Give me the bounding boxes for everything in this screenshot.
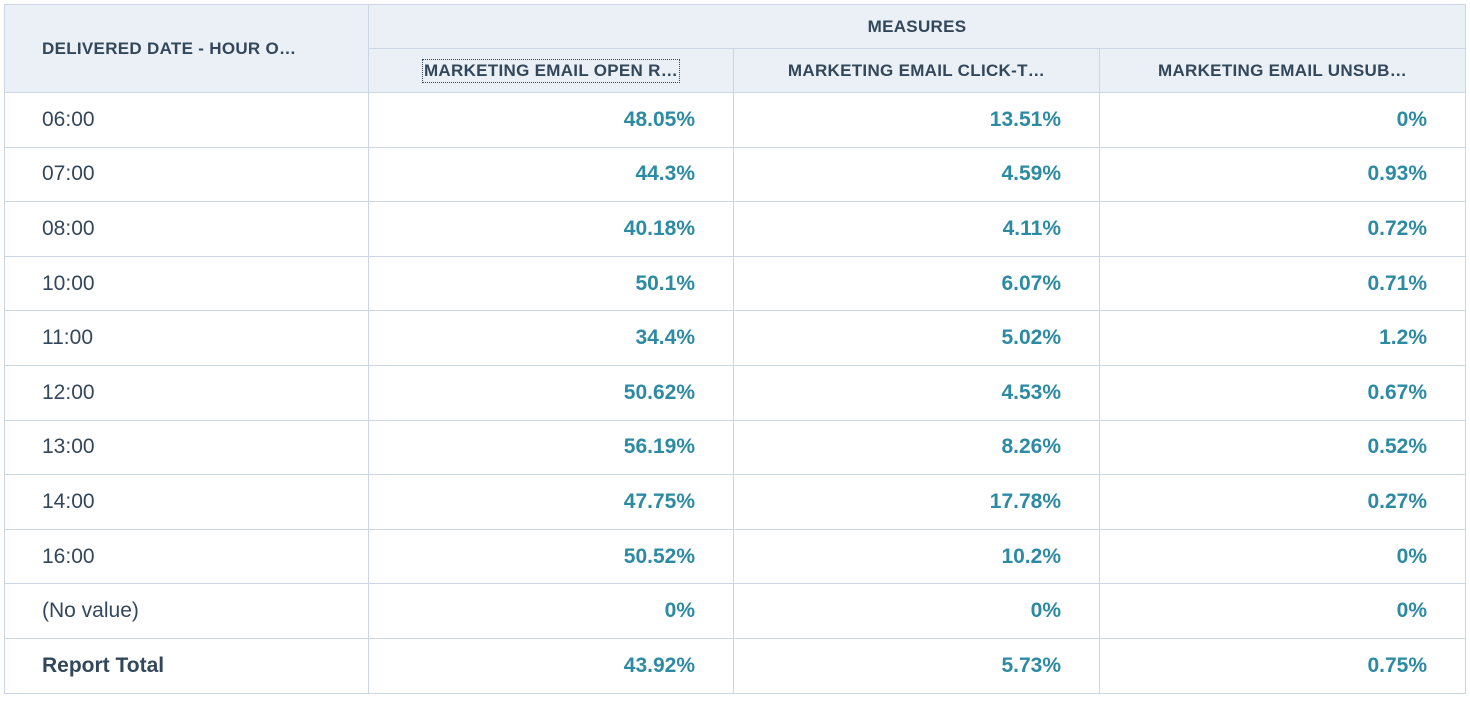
table-row: 13:00 56.19% 8.26% 0.52% — [4, 419, 1466, 476]
report-total-label: Report Total — [4, 637, 369, 694]
dimension-column-header[interactable]: DELIVERED DATE - HOUR O… — [4, 4, 369, 93]
unsubscribe-rate-value[interactable]: 0.72% — [1099, 201, 1466, 257]
row-label: 13:00 — [4, 419, 369, 476]
unsubscribe-rate-value[interactable]: 1.2% — [1099, 310, 1466, 366]
open-rate-value[interactable]: 50.52% — [368, 528, 734, 585]
unsubscribe-rate-value[interactable]: 0% — [1099, 528, 1466, 585]
click-through-rate-value[interactable]: 6.07% — [733, 255, 1100, 312]
unsubscribe-rate-value[interactable]: 0.27% — [1099, 474, 1466, 530]
row-label: 07:00 — [4, 146, 369, 203]
open-rate-value[interactable]: 50.62% — [368, 364, 734, 421]
open-rate-value[interactable]: 47.75% — [368, 474, 734, 530]
column-header-unsubscribe-rate[interactable]: MARKETING EMAIL UNSUB… — [1099, 48, 1466, 93]
total-open-rate-value[interactable]: 43.92% — [368, 637, 734, 694]
click-through-rate-value[interactable]: 17.78% — [733, 474, 1100, 530]
table-row: 08:00 40.18% 4.11% 0.72% — [4, 201, 1466, 257]
table-row: 10:00 50.1% 6.07% 0.71% — [4, 255, 1466, 312]
unsubscribe-rate-value[interactable]: 0.67% — [1099, 364, 1466, 421]
total-click-through-rate-value[interactable]: 5.73% — [733, 637, 1100, 694]
table-row: 12:00 50.62% 4.53% 0.67% — [4, 364, 1466, 421]
click-through-rate-value[interactable]: 4.11% — [733, 201, 1100, 257]
table-row: 07:00 44.3% 4.59% 0.93% — [4, 146, 1466, 203]
row-label: 06:00 — [4, 92, 369, 148]
header-row-measures: MARKETING EMAIL OPEN R… MARKETING EMAIL … — [5, 48, 1466, 93]
unsubscribe-rate-value[interactable]: 0.52% — [1099, 419, 1466, 476]
click-through-rate-value[interactable]: 10.2% — [733, 528, 1100, 585]
header-row-group: DELIVERED DATE - HOUR O… MEASURES — [4, 4, 1466, 93]
click-through-rate-value[interactable]: 4.59% — [733, 146, 1100, 203]
measures-group-header: MEASURES — [368, 4, 1466, 49]
open-rate-value[interactable]: 40.18% — [368, 201, 734, 257]
click-through-rate-value[interactable]: 4.53% — [733, 364, 1100, 421]
open-rate-value[interactable]: 48.05% — [368, 92, 734, 148]
report-table: DELIVERED DATE - HOUR O… MEASURES MARKET… — [4, 4, 1466, 694]
column-header-click-through-rate[interactable]: MARKETING EMAIL CLICK-T… — [733, 48, 1100, 93]
column-header-label: MARKETING EMAIL UNSUB… — [1157, 60, 1407, 80]
open-rate-value[interactable]: 56.19% — [368, 419, 734, 476]
click-through-rate-value[interactable]: 13.51% — [733, 92, 1100, 148]
row-label: (No value) — [4, 583, 369, 639]
table-row: (No value) 0% 0% 0% — [4, 583, 1466, 639]
table-row: 11:00 34.4% 5.02% 1.2% — [4, 310, 1466, 366]
click-through-rate-value[interactable]: 5.02% — [733, 310, 1100, 366]
table-row: 14:00 47.75% 17.78% 0.27% — [4, 474, 1466, 530]
report-total-row: Report Total 43.92% 5.73% 0.75% — [4, 637, 1466, 694]
unsubscribe-rate-value[interactable]: 0% — [1099, 583, 1466, 639]
open-rate-value[interactable]: 44.3% — [368, 146, 734, 203]
click-through-rate-value[interactable]: 0% — [733, 583, 1100, 639]
table-header: DELIVERED DATE - HOUR O… MEASURES MARKET… — [4, 4, 1466, 93]
row-label: 12:00 — [4, 364, 369, 421]
table-row: 16:00 50.52% 10.2% 0% — [4, 528, 1466, 585]
open-rate-value[interactable]: 34.4% — [368, 310, 734, 366]
column-header-label: MARKETING EMAIL OPEN R… — [421, 58, 681, 83]
unsubscribe-rate-value[interactable]: 0.71% — [1099, 255, 1466, 312]
row-label: 16:00 — [4, 528, 369, 585]
open-rate-value[interactable]: 0% — [368, 583, 734, 639]
table-body: 06:00 48.05% 13.51% 0% 07:00 44.3% 4.59%… — [4, 92, 1466, 694]
column-header-label: MARKETING EMAIL CLICK-T… — [787, 60, 1046, 80]
unsubscribe-rate-value[interactable]: 0.93% — [1099, 146, 1466, 203]
row-label: 10:00 — [4, 255, 369, 312]
row-label: 08:00 — [4, 201, 369, 257]
click-through-rate-value[interactable]: 8.26% — [733, 419, 1100, 476]
column-header-open-rate[interactable]: MARKETING EMAIL OPEN R… — [368, 48, 734, 93]
unsubscribe-rate-value[interactable]: 0% — [1099, 92, 1466, 148]
table-row: 06:00 48.05% 13.51% 0% — [4, 92, 1466, 148]
total-unsubscribe-rate-value[interactable]: 0.75% — [1099, 637, 1466, 694]
row-label: 14:00 — [4, 474, 369, 530]
open-rate-value[interactable]: 50.1% — [368, 255, 734, 312]
row-label: 11:00 — [4, 310, 369, 366]
